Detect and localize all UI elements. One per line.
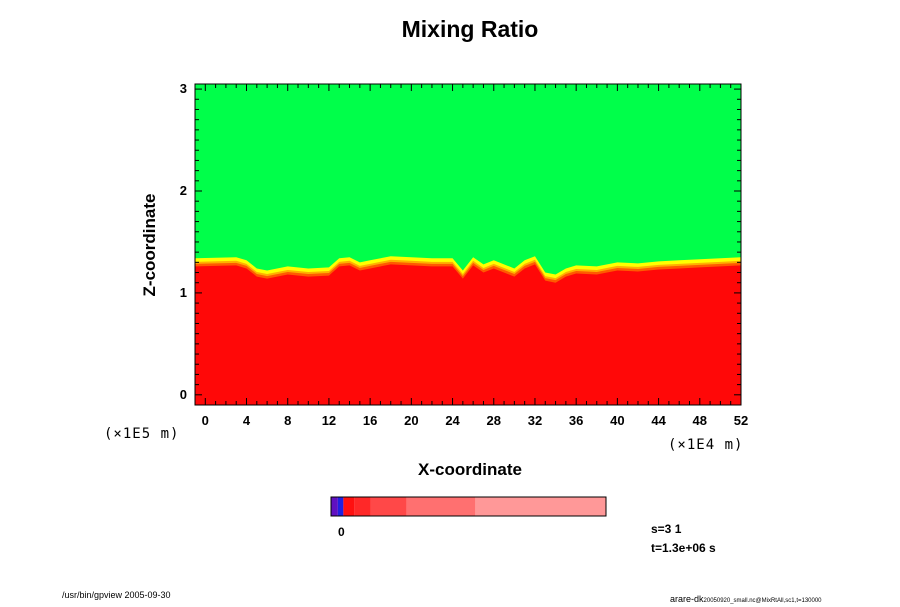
x-tick-label: 32: [527, 413, 543, 428]
x-tick-label: 4: [242, 413, 251, 428]
y-tick-label: 3: [179, 81, 187, 97]
x-tick-label: 40: [610, 413, 625, 428]
x-tick-label: 36: [568, 413, 584, 428]
x-axis-label: X-coordinate: [418, 460, 522, 479]
x-tick-label: 48: [692, 413, 708, 428]
colorbar-segment: [475, 497, 606, 516]
region-upper: [195, 84, 741, 275]
plot-axes: [194, 83, 742, 406]
colorbar: [330, 496, 607, 517]
colorbar-frame: [330, 496, 607, 517]
x-unit-label: (×1E4 m): [668, 437, 744, 453]
plot-field: [195, 84, 741, 405]
x-tick-label: 0: [201, 413, 209, 428]
colorbar-segment: [331, 497, 338, 516]
t-label: t=1.3e+06 s: [651, 541, 716, 555]
x-tick-label: 12: [321, 413, 337, 428]
footer-right-small: 20050920_small.nc@MixRtAll,sc1,t=130000: [703, 598, 822, 604]
y-unit-label: (×1E5 m): [104, 426, 180, 442]
plot-frame: [194, 83, 742, 406]
x-tick-label: 8: [284, 413, 292, 428]
y-tick-label: 0: [179, 386, 187, 402]
x-tick-label: 20: [404, 413, 419, 428]
x-tick-label: 28: [486, 413, 501, 428]
s-label: s=3 1: [651, 522, 682, 536]
y-tick-label: 2: [179, 183, 187, 198]
x-tick-label: 52: [733, 413, 749, 428]
colorbar-segment: [370, 497, 407, 516]
footer-right: arare-dk20050920_small.nc@MixRtAll,sc1,t…: [670, 589, 822, 607]
y-axis-label: Z-coordinate: [140, 193, 159, 297]
colorbar-segment: [354, 497, 371, 516]
chart-title: Mixing Ratio: [401, 16, 539, 42]
footer-left: /usr/bin/gpview 2005-09-30: [62, 590, 171, 600]
x-tick-label: 44: [651, 413, 666, 428]
x-tick-label: 24: [445, 413, 460, 428]
x-tick-label: 16: [362, 413, 378, 428]
colorbar-tick-label: 0: [338, 525, 345, 539]
footer-right-main: arare-dk: [670, 594, 704, 604]
colorbar-segment: [406, 497, 476, 516]
y-tick-label: 1: [179, 284, 187, 300]
colorbar-segment: [337, 497, 344, 516]
colorbar-segment: [343, 497, 355, 516]
